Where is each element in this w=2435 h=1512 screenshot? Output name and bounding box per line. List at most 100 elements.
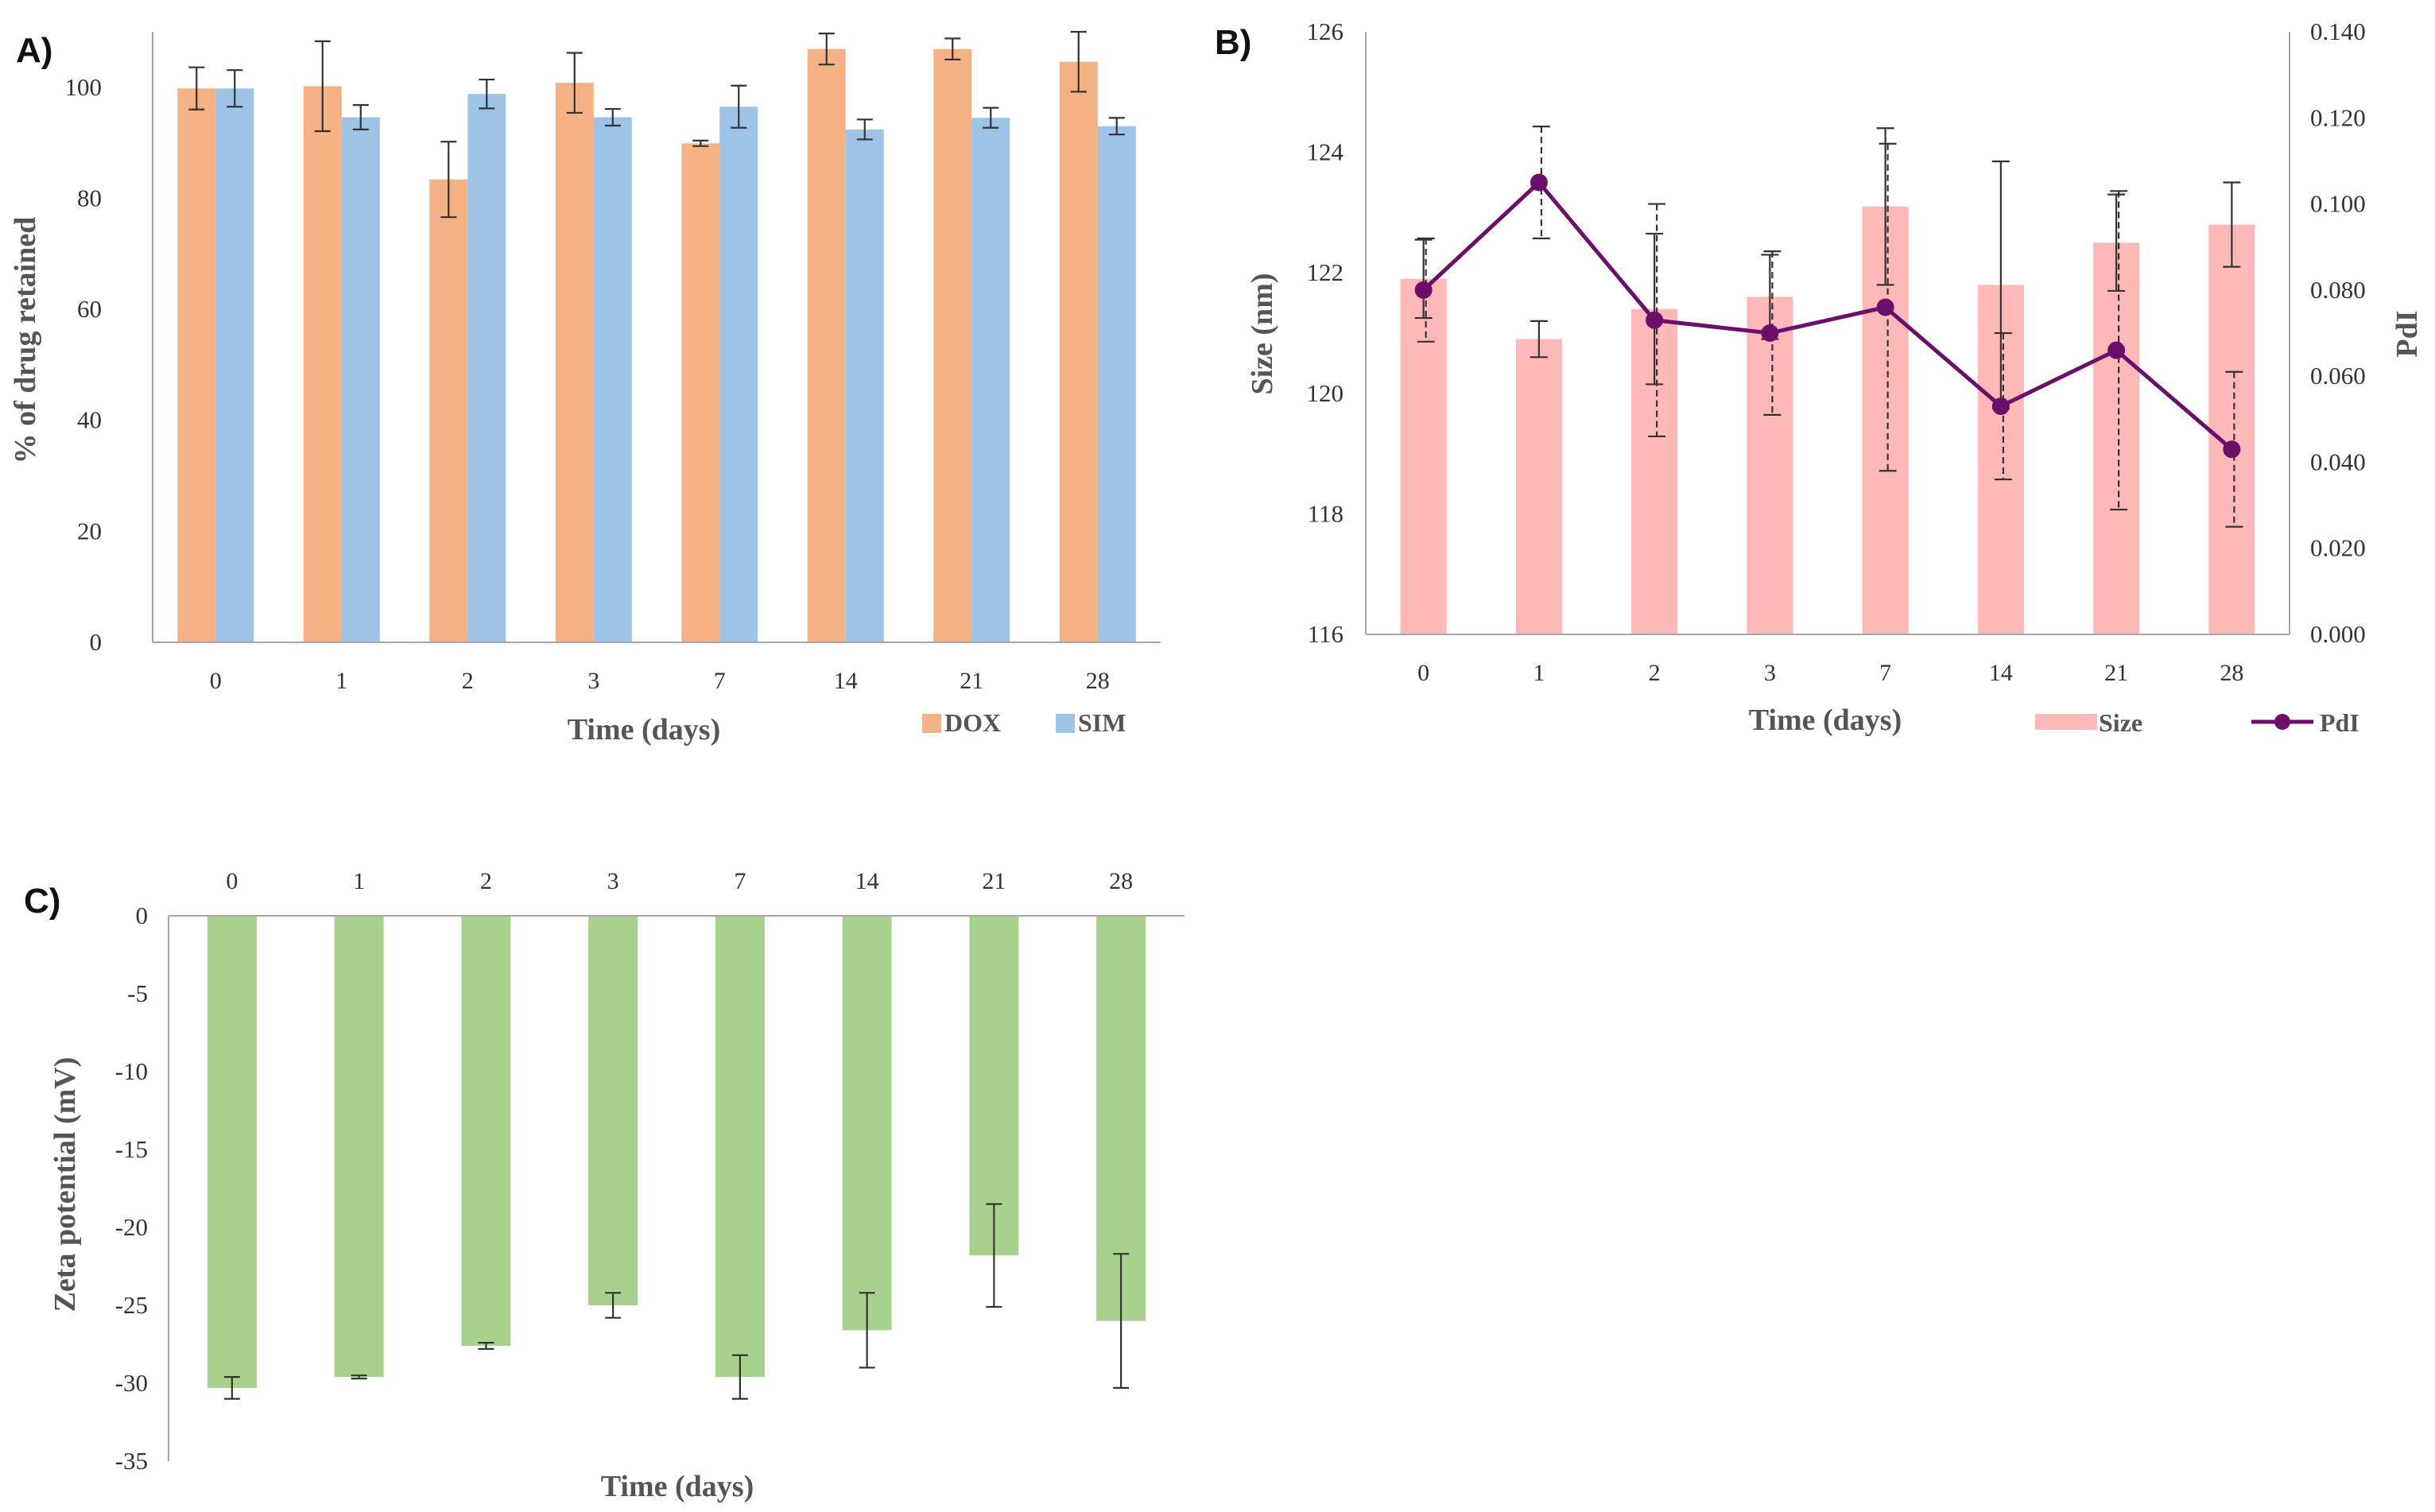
bar-sim-day-21 [971, 118, 1010, 642]
pdi-point-day-21 [2107, 341, 2126, 359]
panel-a-legend: DOX SIM [922, 708, 1126, 737]
y-left-tick-label: 124 [1307, 138, 1344, 166]
y-tick-label: 80 [77, 184, 102, 211]
x-tick-label: 0 [210, 668, 222, 694]
x-tick-label: 0 [226, 868, 238, 894]
y-tick-label: 100 [65, 73, 103, 101]
y-right-tick-label: 0.100 [2310, 190, 2366, 218]
pdi-point-day-3 [1761, 324, 1779, 342]
x-tick-label: 3 [607, 868, 619, 894]
error-bar-sim-day-14 [856, 118, 873, 141]
bar-zeta-day-14 [842, 916, 892, 1331]
error-bar-dox-day-1 [314, 40, 331, 133]
x-tick-label: 7 [714, 668, 726, 694]
legend-pdi-label: PdI [2320, 708, 2359, 737]
panel-c-y-axis-title: Zeta potential (mV) [48, 1057, 82, 1312]
y-tick-label: 60 [77, 295, 102, 323]
bar-zeta-day-0 [207, 916, 257, 1388]
pdi-point-day-28 [2223, 440, 2241, 459]
panel-a-y-axis-title: % of drug retained [9, 217, 42, 464]
legend-size-swatch [2035, 714, 2097, 730]
x-tick-label: 2 [462, 668, 474, 694]
panel-c-zeta-potential-chart: C) 0 -5 -10 -15 -20 -25 -30 -35 0 1 2 3 7 14 21 28 Tim… [24, 868, 1185, 1503]
error-bar-size-day-28 [2223, 181, 2241, 268]
bar-dox-day-3 [555, 83, 594, 642]
error-bar-zeta-day-7 [731, 1354, 748, 1400]
x-tick-label: 21 [960, 668, 983, 694]
error-bar-dox-day-14 [818, 32, 835, 66]
error-bar-pdi-day-7 [1879, 142, 1897, 472]
y-tick-label: -10 [115, 1057, 148, 1085]
legend-pdi-marker [2274, 714, 2290, 730]
x-tick-label: 28 [2220, 660, 2243, 686]
pdi-point-day-2 [1646, 311, 1664, 329]
pdi-point-day-7 [1876, 298, 1894, 316]
y-right-tick-label: 0.000 [2310, 620, 2366, 648]
error-bar-size-day-21 [2107, 193, 2126, 293]
x-tick-label: 14 [1989, 660, 2013, 686]
x-tick-label: 14 [834, 668, 858, 694]
panel-b-legend: Size PdI [2035, 708, 2359, 737]
pdi-series-line [1421, 179, 2234, 452]
y-tick-label: -25 [115, 1291, 148, 1319]
x-tick-label: 1 [335, 668, 347, 694]
legend-dox-label: DOX [944, 708, 1001, 737]
y-left-tick-label: 126 [1307, 17, 1344, 45]
panel-b-right-axis-title: PdI [2390, 310, 2424, 357]
x-tick-label: 21 [2104, 660, 2128, 686]
x-tick-label: 0 [1417, 660, 1429, 686]
bar-size-day-0 [1400, 278, 1447, 634]
bar-sim-day-3 [593, 117, 632, 642]
panel-b-left-axis-title: Size (nm) [1246, 273, 1279, 394]
error-bar-zeta-day-3 [605, 1292, 622, 1319]
error-bar-zeta-day-0 [223, 1376, 240, 1400]
bar-dox-day-7 [681, 143, 720, 643]
y-tick-label: -15 [115, 1135, 148, 1163]
bar-dox-day-1 [303, 86, 342, 643]
panel-a-label: A) [16, 31, 52, 70]
y-tick-label: 0 [136, 901, 149, 929]
error-bar-sim-day-28 [1108, 117, 1125, 136]
x-tick-label: 3 [587, 668, 599, 694]
y-right-tick-label: 0.040 [2310, 448, 2366, 475]
bar-zeta-day-21 [969, 916, 1019, 1256]
error-bar-dox-day-3 [566, 52, 583, 114]
y-right-tick-label: 0.060 [2310, 362, 2366, 390]
error-bar-dox-day-2 [440, 141, 457, 219]
bar-dox-day-0 [177, 88, 216, 643]
error-bar-dox-day-28 [1070, 30, 1087, 93]
bar-sim-day-2 [467, 94, 506, 643]
bar-size-day-1 [1515, 339, 1562, 634]
y-tick-label: -35 [115, 1447, 148, 1475]
bar-sim-day-1 [341, 117, 380, 642]
y-left-tick-label: 122 [1307, 258, 1344, 286]
y-tick-label: -5 [127, 979, 148, 1007]
bar-dox-day-21 [933, 48, 972, 643]
y-right-tick-label: 0.140 [2310, 17, 2366, 45]
error-bar-size-day-2 [1646, 232, 1664, 386]
panel-b-x-axis-title: Time (days) [1749, 704, 1902, 737]
error-bar-zeta-day-21 [986, 1203, 1002, 1308]
error-bar-pdi-day-3 [1763, 250, 1782, 416]
x-tick-label: 7 [1879, 660, 1891, 686]
error-bar-sim-day-1 [352, 104, 369, 130]
bar-dox-day-28 [1059, 61, 1098, 642]
y-tick-label: 20 [77, 517, 102, 545]
panel-b-label: B) [1215, 23, 1251, 62]
bar-size-day-28 [2208, 224, 2255, 634]
y-right-tick-label: 0.120 [2310, 103, 2366, 131]
error-bar-sim-day-21 [983, 107, 999, 129]
x-tick-label: 21 [982, 868, 1006, 894]
pdi-point-day-1 [1530, 173, 1548, 192]
bar-sim-day-7 [719, 107, 758, 643]
panel-c-x-axis-title: Time (days) [601, 1470, 754, 1503]
y-tick-label: 0 [90, 628, 103, 656]
panel-a-x-axis-title: Time (days) [568, 713, 720, 746]
error-bar-dox-day-7 [692, 139, 709, 147]
x-tick-label: 7 [734, 868, 746, 894]
error-bar-zeta-day-1 [351, 1374, 367, 1380]
x-tick-label: 14 [855, 868, 879, 894]
